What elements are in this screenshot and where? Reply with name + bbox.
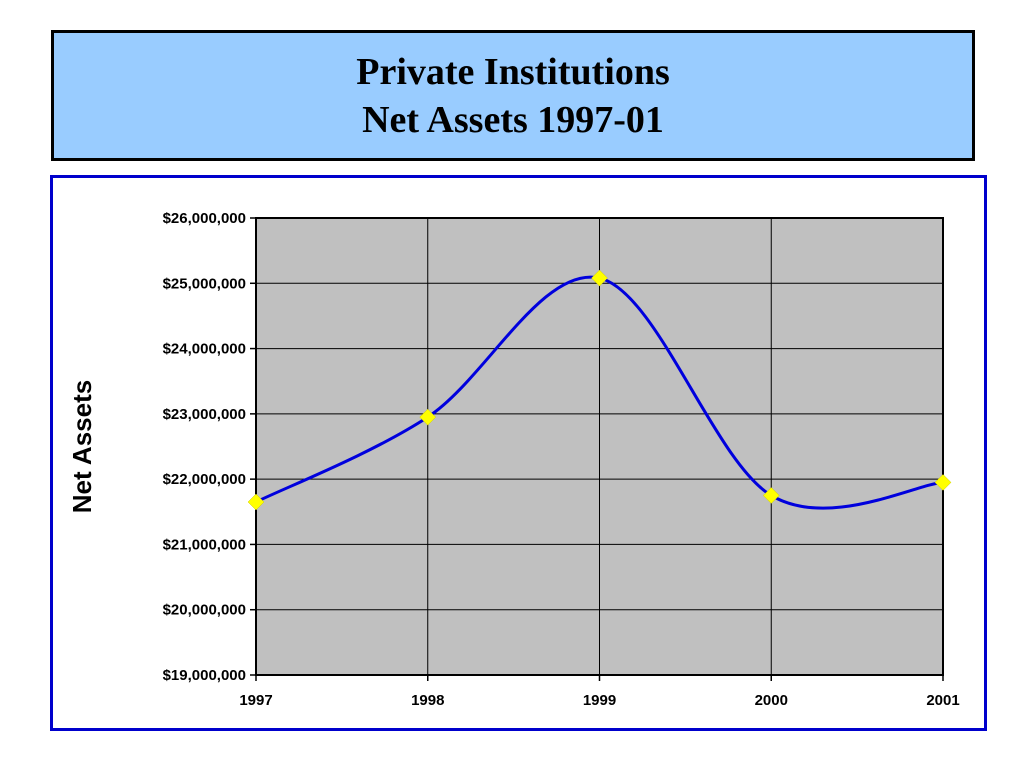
y-tick-label: $19,000,000 [163, 667, 246, 684]
y-tick-label: $22,000,000 [163, 471, 246, 488]
y-tick-label: $24,000,000 [163, 341, 246, 358]
chart-container: $19,000,000 $20,000,000 $21,000,000 $22,000… [50, 175, 987, 731]
x-tick-label: 1999 [583, 692, 616, 709]
line-chart: $19,000,000 $20,000,000 $21,000,000 $22,000… [67, 210, 960, 709]
y-tick-label: $26,000,000 [163, 210, 246, 227]
data-point-marker [591, 269, 608, 287]
data-point-marker [247, 493, 265, 511]
y-tick-label: $20,000,000 [163, 602, 246, 619]
y-tick-label: $21,000,000 [163, 536, 246, 553]
series-layer [247, 269, 952, 511]
title-line-2: Net Assets 1997-01 [362, 98, 664, 141]
x-tick-label: 2001 [926, 692, 959, 709]
y-axis-title: Net Assets [67, 380, 97, 513]
plot-frame [255, 217, 944, 676]
tick-labels: $19,000,000 $20,000,000 $21,000,000 $22,000… [163, 210, 960, 709]
axes [250, 217, 944, 681]
title-line-1: Private Institutions [356, 50, 670, 93]
title-box: Private Institutions Net Assets 1997-01 [51, 30, 975, 161]
data-point-marker [762, 487, 780, 504]
y-tick-label: $23,000,000 [163, 406, 246, 423]
x-tick-label: 2000 [755, 692, 788, 709]
x-tick-label: 1998 [411, 692, 444, 709]
data-point-marker [934, 474, 952, 491]
data-point-marker [419, 408, 437, 426]
x-tick-label: 1997 [239, 692, 272, 709]
y-tick-label: $25,000,000 [163, 275, 246, 292]
